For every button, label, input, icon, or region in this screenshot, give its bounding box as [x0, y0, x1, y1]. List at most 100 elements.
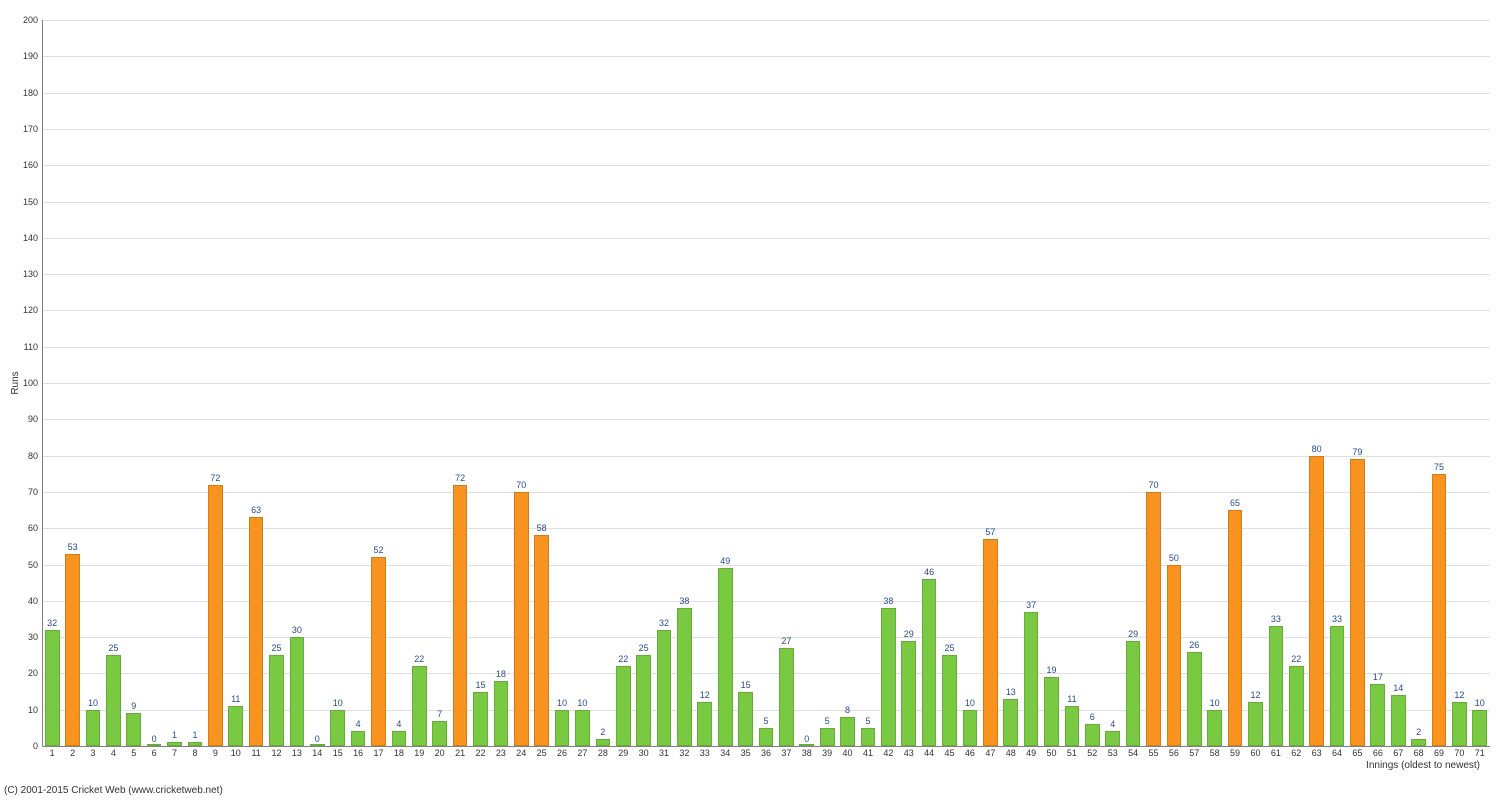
gridline — [42, 310, 1490, 311]
bar-value-label: 5 — [825, 716, 830, 726]
gridline — [42, 202, 1490, 203]
x-axis-title: Innings (oldest to newest) — [1366, 760, 1480, 771]
x-tick-label: 42 — [883, 748, 893, 758]
bar — [290, 637, 305, 746]
y-tick-label: 170 — [23, 124, 38, 134]
x-tick-label: 19 — [414, 748, 424, 758]
y-axis-line — [42, 20, 43, 746]
bar-value-label: 70 — [1148, 480, 1158, 490]
x-tick-label: 57 — [1189, 748, 1199, 758]
x-tick-label: 2 — [70, 748, 75, 758]
x-tick-label: 26 — [557, 748, 567, 758]
bar-value-label: 18 — [496, 669, 506, 679]
bar — [1309, 456, 1324, 746]
bar-value-label: 25 — [108, 643, 118, 653]
bar — [1207, 710, 1222, 746]
bar — [575, 710, 590, 746]
bar — [208, 485, 223, 746]
x-tick-label: 18 — [394, 748, 404, 758]
bar-value-label: 33 — [1271, 614, 1281, 624]
bar-value-label: 4 — [1110, 719, 1115, 729]
gridline — [42, 56, 1490, 57]
bar — [453, 485, 468, 746]
y-axis: Runs 01020304050607080901001101201301401… — [0, 20, 42, 746]
bar — [963, 710, 978, 746]
x-tick-label: 29 — [618, 748, 628, 758]
bar — [1085, 724, 1100, 746]
bar-value-label: 10 — [557, 698, 567, 708]
bar-value-label: 1 — [192, 730, 197, 740]
x-tick-label: 40 — [843, 748, 853, 758]
x-tick-label: 35 — [741, 748, 751, 758]
bar-value-label: 6 — [1090, 712, 1095, 722]
bar-value-label: 15 — [741, 680, 751, 690]
x-tick-label: 10 — [231, 748, 241, 758]
bar-value-label: 50 — [1169, 553, 1179, 563]
x-tick-label: 67 — [1393, 748, 1403, 758]
bar-value-label: 79 — [1352, 447, 1362, 457]
x-tick-label: 48 — [1006, 748, 1016, 758]
x-tick-label: 43 — [904, 748, 914, 758]
x-tick-label: 69 — [1434, 748, 1444, 758]
bar-value-label: 4 — [356, 719, 361, 729]
bar — [1330, 626, 1345, 746]
bar — [1146, 492, 1161, 746]
x-tick-label: 71 — [1475, 748, 1485, 758]
bar-value-label: 2 — [600, 727, 605, 737]
bar — [269, 655, 284, 746]
y-tick-label: 130 — [23, 269, 38, 279]
bar-value-label: 25 — [639, 643, 649, 653]
bar — [657, 630, 672, 746]
x-tick-label: 30 — [639, 748, 649, 758]
x-tick-label: 24 — [516, 748, 526, 758]
bar-value-label: 19 — [1047, 665, 1057, 675]
bar-value-label: 12 — [1454, 690, 1464, 700]
bar — [820, 728, 835, 746]
bar — [1065, 706, 1080, 746]
x-tick-label: 68 — [1414, 748, 1424, 758]
y-tick-label: 150 — [23, 197, 38, 207]
bar — [1044, 677, 1059, 746]
gridline — [42, 238, 1490, 239]
bar — [1411, 739, 1426, 746]
bar — [1228, 510, 1243, 746]
x-tick-label: 46 — [965, 748, 975, 758]
bar — [126, 713, 141, 746]
bar-value-label: 52 — [373, 545, 383, 555]
x-tick-label: 56 — [1169, 748, 1179, 758]
bar-value-label: 11 — [231, 694, 240, 704]
bar-value-label: 7 — [437, 709, 442, 719]
x-tick-label: 22 — [475, 748, 485, 758]
x-tick-label: 66 — [1373, 748, 1383, 758]
bar-value-label: 29 — [1128, 629, 1138, 639]
bar-value-label: 22 — [618, 654, 628, 664]
bar-value-label: 53 — [68, 542, 78, 552]
x-tick-label: 9 — [213, 748, 218, 758]
bar — [861, 728, 876, 746]
bar-value-label: 0 — [315, 734, 320, 744]
bar — [534, 535, 549, 746]
bar-value-label: 0 — [804, 734, 809, 744]
x-tick-label: 64 — [1332, 748, 1342, 758]
bar — [45, 630, 60, 746]
x-tick-label: 6 — [152, 748, 157, 758]
bar-value-label: 25 — [945, 643, 955, 653]
y-tick-label: 200 — [23, 15, 38, 25]
bar-value-label: 70 — [516, 480, 526, 490]
y-axis-title: Runs — [10, 371, 21, 394]
gridline — [42, 165, 1490, 166]
bar — [1370, 684, 1385, 746]
bar — [494, 681, 509, 746]
bar — [330, 710, 345, 746]
x-tick-label: 13 — [292, 748, 302, 758]
y-tick-label: 140 — [23, 233, 38, 243]
bar — [983, 539, 998, 746]
bar-value-label: 46 — [924, 567, 934, 577]
y-tick-label: 190 — [23, 51, 38, 61]
x-tick-label: 49 — [1026, 748, 1036, 758]
gridline — [42, 93, 1490, 94]
bar-value-label: 22 — [414, 654, 424, 664]
bar-value-label: 72 — [455, 473, 465, 483]
bar — [555, 710, 570, 746]
x-tick-label: 1 — [50, 748, 55, 758]
